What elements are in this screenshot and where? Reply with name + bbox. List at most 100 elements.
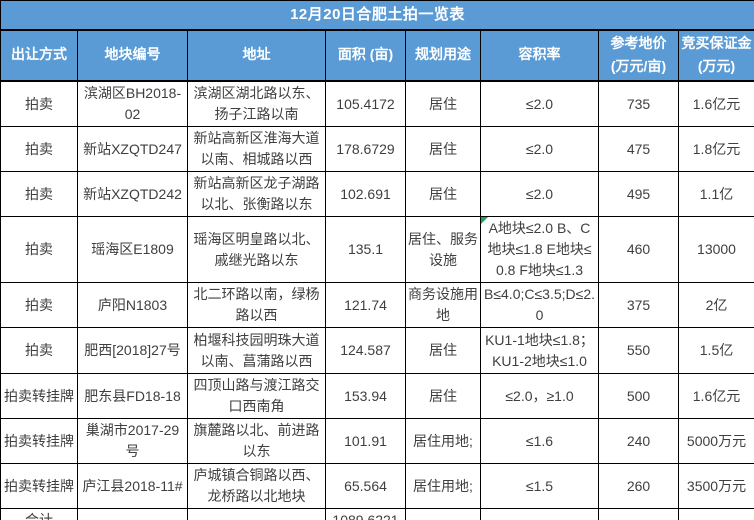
table-row: 拍卖 瑶海区E1809 瑶海区明皇路以北、戚继光路以东 135.1 居住、服务设… [0,216,754,284]
cell-area: 135.1 [325,216,406,284]
cell-deposit: 1.5亿 [678,327,754,375]
col-header-far: 容积率 [480,29,599,83]
column-header-row: 出让方式 地块编号 地址 面积 (亩) 规划用途 容积率 参考地价 (万元/亩)… [0,29,754,83]
cell-empty [678,508,754,520]
cell-far: ≤2.0 [480,80,599,128]
cell-empty [598,508,679,520]
cell-far-text: A地块≤2.0 B、C地块≤1.8 E地块≤0.8 F地块≤1.3 [487,220,592,279]
cell-method: 拍卖转挂牌 [0,463,78,510]
table-row: 拍卖 肥西[2018]27号 柏堰科技园明珠大道以南、菖蒲路以西 124.587… [0,327,754,375]
cell-far: B≤4.0;C≤3.5;D≤2.0 [480,282,599,329]
cell-use: 商务设施用地 [405,282,481,329]
col-header-price: 参考地价 (万元/亩) [598,29,679,83]
cell-deposit: 1.8亿元 [678,126,754,173]
cell-error-marker-icon [481,217,488,225]
cell-code: 肥东县FD18-18 [77,373,188,420]
cell-use: 居住 [405,327,481,375]
cell-deposit: 1.6亿元 [678,373,754,420]
cell-far: ≤2.0，≥1.0 [480,373,599,420]
cell-code: 肥西[2018]27号 [77,327,188,375]
cell-price: 375 [598,282,679,329]
cell-address: 瑶海区明皇路以北、戚继光路以东 [187,216,326,284]
cell-use: 居住、服务设施 [405,216,481,284]
cell-method: 拍卖 [0,327,78,375]
cell-address: 四顶山路与渡江路交口西南角 [187,373,326,420]
cell-use: 居住用地; [405,463,481,510]
cell-area: 178.6729 [325,126,406,173]
cell-price: 550 [598,327,679,375]
cell-code: 巢湖市2017-29号 [77,418,188,465]
cell-code: 庐阳N1803 [77,282,188,329]
cell-address: 北二环路以南，绿杨路以西 [187,282,326,329]
cell-area: 101.91 [325,418,406,465]
table-row: 拍卖 滨湖区BH2018-02 滨湖区湖北路以东、扬子江路以南 105.4172… [0,80,754,128]
cell-use: 居住用地; [405,418,481,465]
cell-far: KU1-1地块≤1.8；KU1-2地块≤1.0 [480,327,599,375]
table-row: 拍卖 新站XZQTD247 新站高新区淮海大道以南、相城路以西 178.6729… [0,126,754,173]
cell-far: A地块≤2.0 B、C地块≤1.8 E地块≤0.8 F地块≤1.3 [480,216,599,284]
col-header-address: 地址 [187,29,326,83]
cell-address: 柏堰科技园明珠大道以南、菖蒲路以西 [187,327,326,375]
cell-area: 124.587 [325,327,406,375]
cell-price: 240 [598,418,679,465]
page-title: 12月20日合肥土拍一览表 [0,0,754,31]
cell-code: 新站XZQTD247 [77,126,188,173]
cell-price: 500 [598,373,679,420]
cell-code: 滨湖区BH2018-02 [77,80,188,128]
cell-address: 旗麓路以北、前进路以东 [187,418,326,465]
cell-empty [77,508,188,520]
cell-far: ≤1.6 [480,418,599,465]
cell-area: 65.564 [325,463,406,510]
cell-method: 拍卖 [0,216,78,284]
table-row: 拍卖转挂牌 巢湖市2017-29号 旗麓路以北、前进路以东 101.91 居住用… [0,418,754,465]
cell-price: 735 [598,80,679,128]
total-label: 合计 [0,508,78,520]
table-row: 拍卖 新站XZQTD242 新站高新区龙子湖路以北、张衡路以东 102.691 … [0,171,754,218]
cell-code: 庐江县2018-11# [77,463,188,510]
cell-use: 居住 [405,80,481,128]
cell-deposit: 1.6亿元 [678,80,754,128]
cell-far: ≤1.5 [480,463,599,510]
cell-method: 拍卖 [0,171,78,218]
cell-address: 庐城镇合铜路以西、龙桥路以北地块 [187,463,326,510]
total-area-value: 1089.6221 [325,508,406,520]
cell-address: 新站高新区龙子湖路以北、张衡路以东 [187,171,326,218]
table-title-row: 12月20日合肥土拍一览表 [0,0,754,31]
cell-area: 102.691 [325,171,406,218]
total-row: 合计 1089.6221 [0,508,754,520]
cell-code: 瑶海区E1809 [77,216,188,284]
cell-method: 拍卖 [0,126,78,173]
cell-area: 121.74 [325,282,406,329]
col-header-area: 面积 (亩) [325,29,406,83]
cell-address: 新站高新区淮海大道以南、相城路以西 [187,126,326,173]
cell-area: 153.94 [325,373,406,420]
cell-address: 滨湖区湖北路以东、扬子江路以南 [187,80,326,128]
cell-price: 260 [598,463,679,510]
col-header-method: 出让方式 [0,29,78,83]
cell-far: ≤2.0 [480,171,599,218]
cell-method: 拍卖转挂牌 [0,418,78,465]
cell-price: 475 [598,126,679,173]
col-header-deposit: 竞买保证金 (万元) [678,29,754,83]
cell-far: ≤2.0 [480,126,599,173]
table-row: 拍卖 庐阳N1803 北二环路以南，绿杨路以西 121.74 商务设施用地 B≤… [0,282,754,329]
cell-use: 居住 [405,126,481,173]
cell-method: 拍卖 [0,80,78,128]
table-row: 拍卖转挂牌 肥东县FD18-18 四顶山路与渡江路交口西南角 153.94 居住… [0,373,754,420]
col-header-use: 规划用途 [405,29,481,83]
cell-deposit: 2亿 [678,282,754,329]
cell-price: 495 [598,171,679,218]
cell-deposit: 3500万元 [678,463,754,510]
cell-empty [405,508,481,520]
cell-use: 居住 [405,171,481,218]
cell-deposit: 1.1亿 [678,171,754,218]
table-row: 拍卖转挂牌 庐江县2018-11# 庐城镇合铜路以西、龙桥路以北地块 65.56… [0,463,754,510]
cell-code: 新站XZQTD242 [77,171,188,218]
cell-empty [187,508,326,520]
cell-price: 460 [598,216,679,284]
cell-area: 105.4172 [325,80,406,128]
cell-use: 居住 [405,373,481,420]
col-header-code: 地块编号 [77,29,188,83]
